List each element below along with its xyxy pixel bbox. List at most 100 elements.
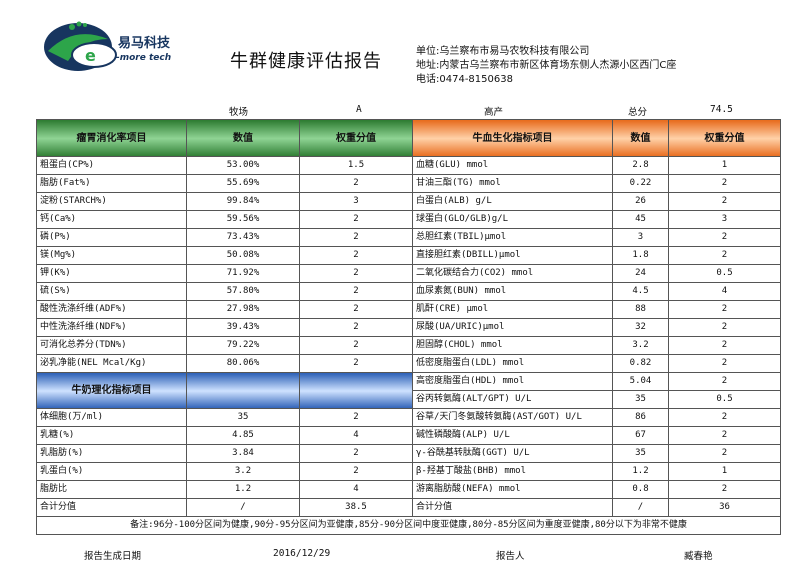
right-item: β-羟基丁酸盐(BHB) mmol bbox=[412, 462, 613, 481]
table-header-row: 瘤胃消化率项目 数值 权重分值 牛血生化指标项目 数值 权重分值 bbox=[36, 119, 781, 157]
table-row: 牛奶理化指标项目 高密度脂蛋白(HDL) mmol 5.04 2 bbox=[36, 372, 781, 409]
left-weight: 2 bbox=[299, 318, 413, 337]
right-value: 1.2 bbox=[612, 462, 669, 481]
left-item: 粗蛋白(CP%) bbox=[36, 156, 187, 175]
right-item: 高密度脂蛋白(HDL) mmol bbox=[412, 372, 613, 391]
note-text: 备注:96分-100分区间为健康,90分-95分区间为亚健康,85分-90分区间… bbox=[36, 516, 781, 535]
left-value: 50.08% bbox=[186, 246, 300, 265]
right-item: 血尿素氮(BUN) mmol bbox=[412, 282, 613, 301]
left-item: 淀粉(STARCH%) bbox=[36, 192, 187, 211]
right-item: 游离脂肪酸(NEFA) mmol bbox=[412, 480, 613, 499]
total-value: 74.5 bbox=[710, 104, 733, 115]
total-row: 合计分值/38.5 合计分值/36 bbox=[36, 498, 781, 517]
right-item: 血糖(GLU) mmol bbox=[412, 156, 613, 175]
table-row: 乳脂肪(%) 3.84 2 γ-谷酰基转肽酶(GGT) U/L 35 2 bbox=[36, 444, 781, 463]
right-value: 2.8 bbox=[612, 156, 669, 175]
right-weight: 2 bbox=[668, 318, 781, 337]
left-total-value: / bbox=[186, 498, 300, 517]
right-item: 尿酸(UA/URIC)μmol bbox=[412, 318, 613, 337]
right-item: 碱性磷酸酶(ALP) U/L bbox=[412, 426, 613, 445]
left-value: 73.43% bbox=[186, 228, 300, 247]
right-item: 二氧化碳结合力(CO2) mmol bbox=[412, 264, 613, 283]
left-weight: 2 bbox=[299, 444, 413, 463]
left-weight: 2 bbox=[299, 336, 413, 355]
right-value: 3.2 bbox=[612, 336, 669, 355]
left-value: 71.92% bbox=[186, 264, 300, 283]
right-value: 35 bbox=[612, 390, 669, 409]
rumen-weight-header: 权重分值 bbox=[299, 119, 413, 157]
left-value: 3.84 bbox=[186, 444, 300, 463]
right-value: 0.22 bbox=[612, 174, 669, 193]
left-weight: 2 bbox=[299, 210, 413, 229]
date-label: 报告生成日期 bbox=[84, 551, 142, 562]
right-value: 0.8 bbox=[612, 480, 669, 499]
right-value: 45 bbox=[612, 210, 669, 229]
table-row: 硫(S%) 57.80% 2 血尿素氮(BUN) mmol 4.5 4 bbox=[36, 282, 781, 301]
left-weight: 4 bbox=[299, 480, 413, 499]
milk-weight-header bbox=[299, 372, 413, 409]
right-value: 1.8 bbox=[612, 246, 669, 265]
table-row: 粗蛋白(CP%) 53.00% 1.5 血糖(GLU) mmol 2.8 1 bbox=[36, 156, 781, 175]
right-item: 肌酐(CRE) μmol bbox=[412, 300, 613, 319]
total-label: 总分 bbox=[628, 107, 648, 118]
right-weight: 1 bbox=[668, 156, 781, 175]
company-logo: e 易马科技 -more tech bbox=[44, 21, 171, 71]
left-value: 3.2 bbox=[186, 462, 300, 481]
date-value: 2016/12/29 bbox=[273, 548, 331, 559]
right-weight: 2 bbox=[668, 372, 781, 391]
company-address: 地址:内蒙古乌兰察布市新区体育场东侧人杰源小区西门C座 bbox=[416, 60, 677, 71]
left-item: 体细胞(万/ml) bbox=[36, 408, 187, 427]
left-weight: 4 bbox=[299, 426, 413, 445]
right-item: 直接胆红素(DBILL)μmol bbox=[412, 246, 613, 265]
milk-value-header bbox=[186, 372, 300, 409]
left-total-weight: 38.5 bbox=[299, 498, 413, 517]
right-value: 26 bbox=[612, 192, 669, 211]
logo-text-cn: 易马科技 bbox=[118, 35, 171, 51]
report-title: 牛群健康评估报告 bbox=[230, 51, 382, 72]
left-weight: 2 bbox=[299, 282, 413, 301]
table-row: 酸性洗涤纤维(ADF%) 27.98% 2 肌酐(CRE) μmol 88 2 bbox=[36, 300, 781, 319]
right-weight: 2 bbox=[668, 174, 781, 193]
right-value: 67 bbox=[612, 426, 669, 445]
blood-value-header: 数值 bbox=[612, 119, 669, 157]
left-weight: 2 bbox=[299, 174, 413, 193]
right-item: 白蛋白(ALB) g/L bbox=[412, 192, 613, 211]
left-item: 乳糖(%) bbox=[36, 426, 187, 445]
table-row: 脂肪(Fat%) 55.69% 2 甘油三酯(TG) mmol 0.22 2 bbox=[36, 174, 781, 193]
right-item: 总胆红素(TBIL)μmol bbox=[412, 228, 613, 247]
right-value: 88 bbox=[612, 300, 669, 319]
blood-header: 牛血生化指标项目 bbox=[412, 119, 613, 157]
rumen-value-header: 数值 bbox=[186, 119, 300, 157]
right-item: 谷丙转氨酶(ALT/GPT) U/L bbox=[412, 390, 613, 409]
right-item: 甘油三酯(TG) mmol bbox=[412, 174, 613, 193]
left-total-label: 合计分值 bbox=[36, 498, 187, 517]
right-weight: 0.5 bbox=[668, 390, 781, 409]
table-row: 中性洗涤纤维(NDF%) 39.43% 2 尿酸(UA/URIC)μmol 32 2 bbox=[36, 318, 781, 337]
right-weight: 2 bbox=[668, 480, 781, 499]
note-row: 备注:96分-100分区间为健康,90分-95分区间为亚健康,85分-90分区间… bbox=[36, 516, 781, 535]
left-item: 硫(S%) bbox=[36, 282, 187, 301]
right-value: 35 bbox=[612, 444, 669, 463]
left-item: 中性洗涤纤维(NDF%) bbox=[36, 318, 187, 337]
table-row: 乳蛋白(%) 3.2 2 β-羟基丁酸盐(BHB) mmol 1.2 1 bbox=[36, 462, 781, 481]
left-value: 99.84% bbox=[186, 192, 300, 211]
left-weight: 2 bbox=[299, 246, 413, 265]
table-row: 脂肪比 1.2 4 游离脂肪酸(NEFA) mmol 0.8 2 bbox=[36, 480, 781, 499]
right-item: 谷草/天门冬氨酸转氨酶(AST/GOT) U/L bbox=[412, 408, 613, 427]
left-item: 钾(K%) bbox=[36, 264, 187, 283]
right-value: 24 bbox=[612, 264, 669, 283]
right-weight: 2 bbox=[668, 408, 781, 427]
table-row: 钙(Ca%) 59.56% 2 球蛋白(GLO/GLB)g/L 45 3 bbox=[36, 210, 781, 229]
left-item: 酸性洗涤纤维(ADF%) bbox=[36, 300, 187, 319]
right-weight: 2 bbox=[668, 426, 781, 445]
right-value: 0.82 bbox=[612, 354, 669, 373]
right-weight: 0.5 bbox=[668, 264, 781, 283]
right-value: 4.5 bbox=[612, 282, 669, 301]
left-item: 镁(Mg%) bbox=[36, 246, 187, 265]
rumen-header: 瘤胃消化率项目 bbox=[36, 119, 187, 157]
farm-value: A bbox=[356, 104, 362, 115]
left-value: 57.80% bbox=[186, 282, 300, 301]
left-weight: 2 bbox=[299, 228, 413, 247]
left-weight: 2 bbox=[299, 354, 413, 373]
left-item: 乳蛋白(%) bbox=[36, 462, 187, 481]
